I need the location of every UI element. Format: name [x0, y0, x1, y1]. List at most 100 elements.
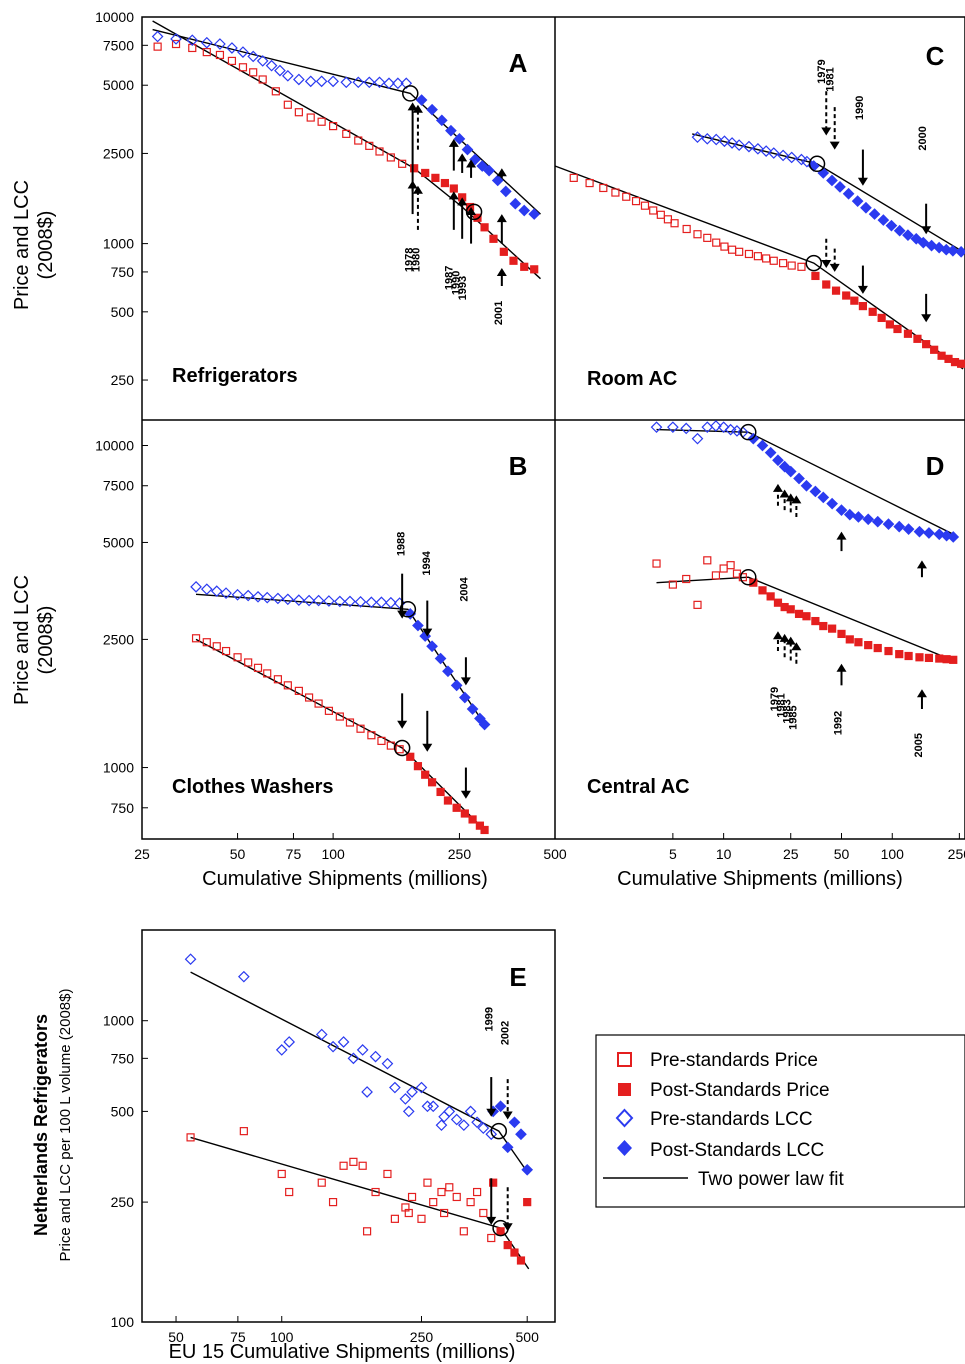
post-price-point	[449, 184, 458, 193]
post-lcc-point	[508, 1116, 521, 1129]
x-tick-label: 250	[410, 1329, 434, 1345]
post-price-point	[786, 605, 795, 614]
pre-price-point	[202, 638, 211, 647]
legend-label-post-price: Post-Standards Price	[650, 1080, 830, 1101]
year-label: 1981	[824, 67, 836, 91]
y-tick-label: 750	[111, 264, 135, 280]
arrowhead	[916, 560, 927, 569]
pre-price-point	[735, 247, 744, 256]
pre-price-point	[342, 129, 351, 138]
legend-label-pre-price: Pre-standards Price	[650, 1050, 818, 1071]
post-lcc-point	[902, 523, 915, 535]
pre-price-point	[682, 224, 691, 234]
post-price-point	[819, 621, 828, 631]
post-price-point	[837, 629, 846, 639]
post-price-point	[516, 1256, 526, 1265]
pre-lcc-point	[680, 422, 693, 435]
pre-price-point	[417, 1214, 426, 1223]
arrowhead	[857, 177, 868, 186]
post-lcc-point	[868, 208, 881, 220]
pre-lcc-point	[421, 1100, 434, 1113]
arrowhead	[836, 531, 847, 540]
pre-price-point	[753, 252, 763, 261]
pre-price-point	[339, 1161, 348, 1170]
year-label: 2004	[459, 576, 471, 601]
post-price-point	[480, 825, 489, 835]
post-price-point	[802, 612, 811, 621]
pre-lcc-point	[304, 75, 317, 88]
pre-price-point	[466, 1198, 475, 1207]
year-label: 1979	[769, 687, 781, 711]
pre-price-point	[249, 68, 258, 77]
y-tick-label: 5000	[103, 534, 134, 550]
pre-lcc-point	[427, 1100, 440, 1113]
pre-price-point	[202, 48, 211, 57]
pre-lcc-point	[352, 76, 365, 89]
pre-lcc-point	[450, 1113, 463, 1126]
legend: Pre-standards Price Post-Standards Price…	[595, 1034, 965, 1208]
post-price-point	[913, 334, 922, 343]
post-lcc-point	[442, 665, 454, 678]
arrowhead	[785, 493, 796, 502]
arrowhead	[460, 790, 471, 799]
post-lcc-point	[843, 508, 856, 521]
panel-e-label: E	[509, 962, 526, 992]
post-lcc-point	[476, 160, 489, 172]
post-lcc-point	[851, 195, 864, 207]
pre-lcc-point	[323, 595, 335, 607]
pre-price-point	[283, 100, 292, 109]
breakpoint-circle	[808, 155, 826, 173]
breakpoint-circle	[740, 568, 757, 586]
arrowhead	[772, 631, 783, 640]
year-label: 1980	[410, 248, 422, 272]
pre-lcc-point	[785, 151, 798, 164]
pre-lcc-point	[485, 1128, 498, 1141]
breakpoint-circle	[490, 1122, 508, 1140]
year-label: 1978	[404, 248, 416, 272]
pre-lcc-point	[231, 588, 244, 601]
pre-lcc-point	[237, 46, 249, 58]
panel-a-title: Refrigerators	[172, 365, 298, 387]
y-axis-label-b-line1: Price and LCC	[11, 575, 33, 705]
pre-lcc-point	[718, 135, 731, 148]
post-lcc-point	[764, 446, 777, 459]
post-price-point	[845, 635, 854, 644]
pre-price-point	[479, 1208, 488, 1218]
arrowhead	[460, 677, 471, 686]
pre-price-point	[277, 1169, 286, 1179]
y-tick-label: 1000	[103, 236, 134, 252]
post-price-point	[873, 643, 882, 653]
post-price-point	[893, 324, 902, 334]
pre-price-point	[285, 1187, 294, 1197]
post-price-point	[421, 770, 430, 779]
legend-label-post-lcc: Post-Standards LCC	[650, 1140, 824, 1161]
post-lcc-point	[923, 527, 935, 539]
post-lcc-point	[509, 197, 522, 210]
pre-lcc-point	[400, 77, 413, 90]
post-lcc-point	[515, 1128, 527, 1141]
year-label: 1990	[450, 271, 462, 295]
post-price-point	[496, 1227, 505, 1236]
pre-price-point	[440, 1208, 449, 1218]
legend-label-pre-lcc: Pre-standards LCC	[650, 1109, 813, 1130]
pre-lcc-point	[238, 970, 250, 983]
arrowhead	[407, 102, 418, 111]
post-price-point	[858, 301, 868, 311]
y-tick-label: 1000	[103, 1013, 134, 1029]
post-lcc-point	[877, 214, 890, 226]
pre-price-point	[585, 178, 594, 188]
panel-b-label: B	[509, 451, 528, 481]
pre-lcc-point	[151, 30, 164, 43]
pre-lcc-point	[303, 594, 315, 607]
pre-price-point	[354, 136, 363, 145]
pre-lcc-point	[733, 139, 746, 151]
pre-price-point	[328, 1198, 338, 1207]
x-tick-label: 50	[168, 1329, 184, 1345]
pre-price-point	[306, 113, 315, 122]
pre-lcc-point	[777, 149, 789, 162]
pre-lcc-point	[795, 153, 808, 166]
post-lcc-point	[426, 103, 438, 116]
post-lcc-point	[426, 640, 438, 653]
post-price-point	[431, 173, 440, 182]
